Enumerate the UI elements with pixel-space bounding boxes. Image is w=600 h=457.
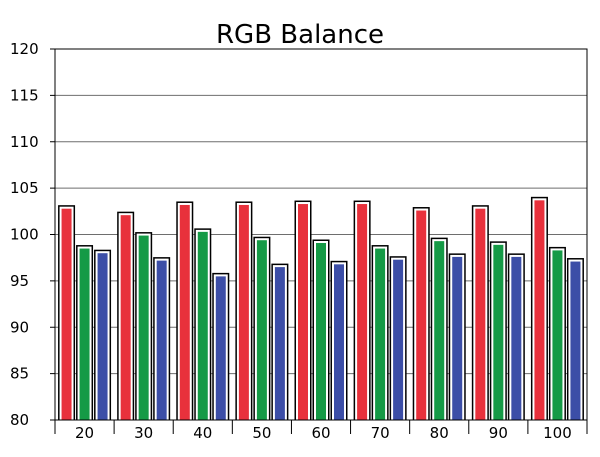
y-tick-label: 105: [10, 179, 39, 197]
bar: [530, 196, 548, 420]
bar: [330, 260, 348, 420]
x-tick-label: 70: [371, 424, 390, 442]
chart-title: RGB Balance: [216, 20, 384, 50]
x-tick-labels: 20 30 40 50 60 70 80 90 100: [75, 424, 572, 442]
bar: [176, 201, 194, 420]
x-tick-label: 50: [252, 424, 271, 442]
x-tick-label: 80: [430, 424, 449, 442]
y-tick-label: 85: [10, 365, 29, 383]
bar: [235, 201, 253, 420]
bar: [566, 258, 584, 420]
y-tick-label: 95: [10, 272, 29, 290]
bar: [353, 200, 371, 420]
y-tick-label: 90: [10, 318, 29, 336]
y-tick-label: 80: [10, 411, 29, 429]
bar: [548, 246, 566, 420]
plot-frame: [54, 48, 588, 421]
bar: [412, 207, 430, 420]
bar: [135, 232, 153, 420]
x-tick-label: 30: [134, 424, 153, 442]
bar: [271, 263, 289, 420]
bar: [448, 253, 466, 420]
y-tick-label: 110: [10, 133, 39, 151]
y-tick-label: 100: [10, 226, 39, 244]
x-tick-label: 60: [311, 424, 330, 442]
bar: [489, 241, 507, 420]
bar: [253, 236, 271, 420]
y-tick-label: 115: [10, 86, 39, 104]
bar: [94, 249, 112, 420]
bar: [76, 245, 94, 420]
bars: [58, 196, 584, 420]
y-tick-label: 120: [10, 40, 39, 58]
bar: [212, 272, 230, 420]
y-tick-labels: 80 85 90 95 100 105 110 115 120: [10, 40, 39, 429]
bar: [471, 205, 489, 420]
bar: [371, 245, 389, 420]
axes: [50, 48, 588, 434]
bar: [58, 205, 76, 420]
x-tick-label: 20: [75, 424, 94, 442]
bar: [507, 253, 525, 420]
bar: [389, 256, 407, 420]
bar: [430, 237, 448, 420]
bar: [294, 200, 312, 420]
bar: [312, 239, 330, 420]
x-tick-label: 100: [543, 424, 572, 442]
x-tick-label: 90: [489, 424, 508, 442]
bar: [194, 228, 212, 420]
bar: [117, 211, 135, 420]
x-tick-label: 40: [193, 424, 212, 442]
bar: [153, 257, 171, 420]
